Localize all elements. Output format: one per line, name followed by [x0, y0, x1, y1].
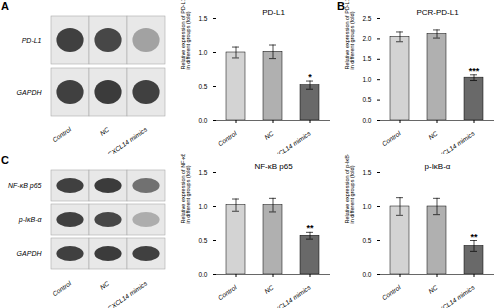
svg-text:***: ***: [469, 66, 480, 76]
svg-text:2.5: 2.5: [362, 15, 371, 22]
svg-text:1.5: 1.5: [198, 15, 207, 22]
svg-text:NC: NC: [99, 279, 111, 290]
svg-text:Control: Control: [217, 129, 239, 147]
svg-text:PD-L1: PD-L1: [22, 37, 42, 44]
svg-text:Relative expression of PD-L1in: Relative expression of PD-L1in different…: [180, 0, 192, 70]
svg-text:1.5: 1.5: [362, 55, 371, 62]
svg-text:Control: Control: [381, 283, 403, 301]
svg-text:GAPDH: GAPDH: [17, 250, 43, 257]
svg-text:1.0: 1.0: [362, 76, 371, 83]
svg-text:0.5: 0.5: [198, 83, 207, 90]
svg-text:0.0: 0.0: [198, 271, 207, 278]
svg-text:0.5: 0.5: [198, 237, 207, 244]
svg-text:Control: Control: [381, 129, 403, 147]
svg-text:0.0: 0.0: [198, 117, 207, 124]
svg-text:0.0: 0.0: [362, 117, 371, 124]
svg-text:1.0: 1.0: [198, 203, 207, 210]
svg-text:CXCL14 mimics: CXCL14 mimics: [434, 283, 477, 308]
svg-text:Control: Control: [51, 125, 73, 143]
svg-text:NF-κB p65: NF-κB p65: [8, 182, 42, 190]
svg-text:CXCL14 mimics: CXCL14 mimics: [270, 129, 313, 154]
svg-text:1.0: 1.0: [362, 203, 371, 210]
svg-text:PCR-PD-L1: PCR-PD-L1: [416, 8, 459, 17]
svg-text:CXCL14 mimics: CXCL14 mimics: [434, 129, 477, 154]
svg-text:0.0: 0.0: [362, 271, 371, 278]
svg-text:Relative expression of p-IκB-α: Relative expression of p-IκB-αin differe…: [344, 154, 356, 224]
svg-text:GAPDH: GAPDH: [17, 89, 43, 96]
svg-text:0.5: 0.5: [362, 96, 371, 103]
svg-text:1.0: 1.0: [198, 49, 207, 56]
svg-text:2.0: 2.0: [362, 35, 371, 42]
svg-text:PD-L1: PD-L1: [262, 8, 285, 17]
svg-text:**: **: [470, 232, 478, 242]
svg-text:CXCL14 mimics: CXCL14 mimics: [106, 279, 149, 308]
svg-text:*: *: [308, 72, 312, 82]
svg-text:Relative expression of NF-κB p: Relative expression of NF-κB p65in diffe…: [180, 154, 192, 224]
svg-text:Control: Control: [217, 283, 239, 301]
svg-text:CXCL14 mimics: CXCL14 mimics: [270, 283, 313, 308]
svg-text:NC: NC: [427, 129, 439, 140]
svg-text:p-IκB-α: p-IκB-α: [18, 216, 43, 224]
svg-text:CXCL14 mimics: CXCL14 mimics: [106, 125, 149, 154]
svg-text:NC: NC: [263, 283, 275, 294]
svg-text:1.5: 1.5: [362, 169, 371, 176]
svg-text:p-IκB-α: p-IκB-α: [425, 162, 451, 171]
svg-text:NC: NC: [99, 125, 111, 136]
svg-text:NC: NC: [427, 283, 439, 294]
html-text:C: C: [1, 154, 9, 166]
svg-text:1.5: 1.5: [198, 169, 207, 176]
svg-text:NC: NC: [263, 129, 275, 140]
svg-text:NF-κB p65: NF-κB p65: [254, 162, 293, 171]
html-text:B: B: [337, 0, 345, 12]
html-text:A: A: [1, 0, 9, 12]
svg-text:0.5: 0.5: [362, 237, 371, 244]
svg-text:Control: Control: [51, 279, 73, 297]
svg-text:Relative expression of PD-L1in: Relative expression of PD-L1in different…: [344, 0, 356, 70]
svg-text:**: **: [306, 223, 314, 233]
